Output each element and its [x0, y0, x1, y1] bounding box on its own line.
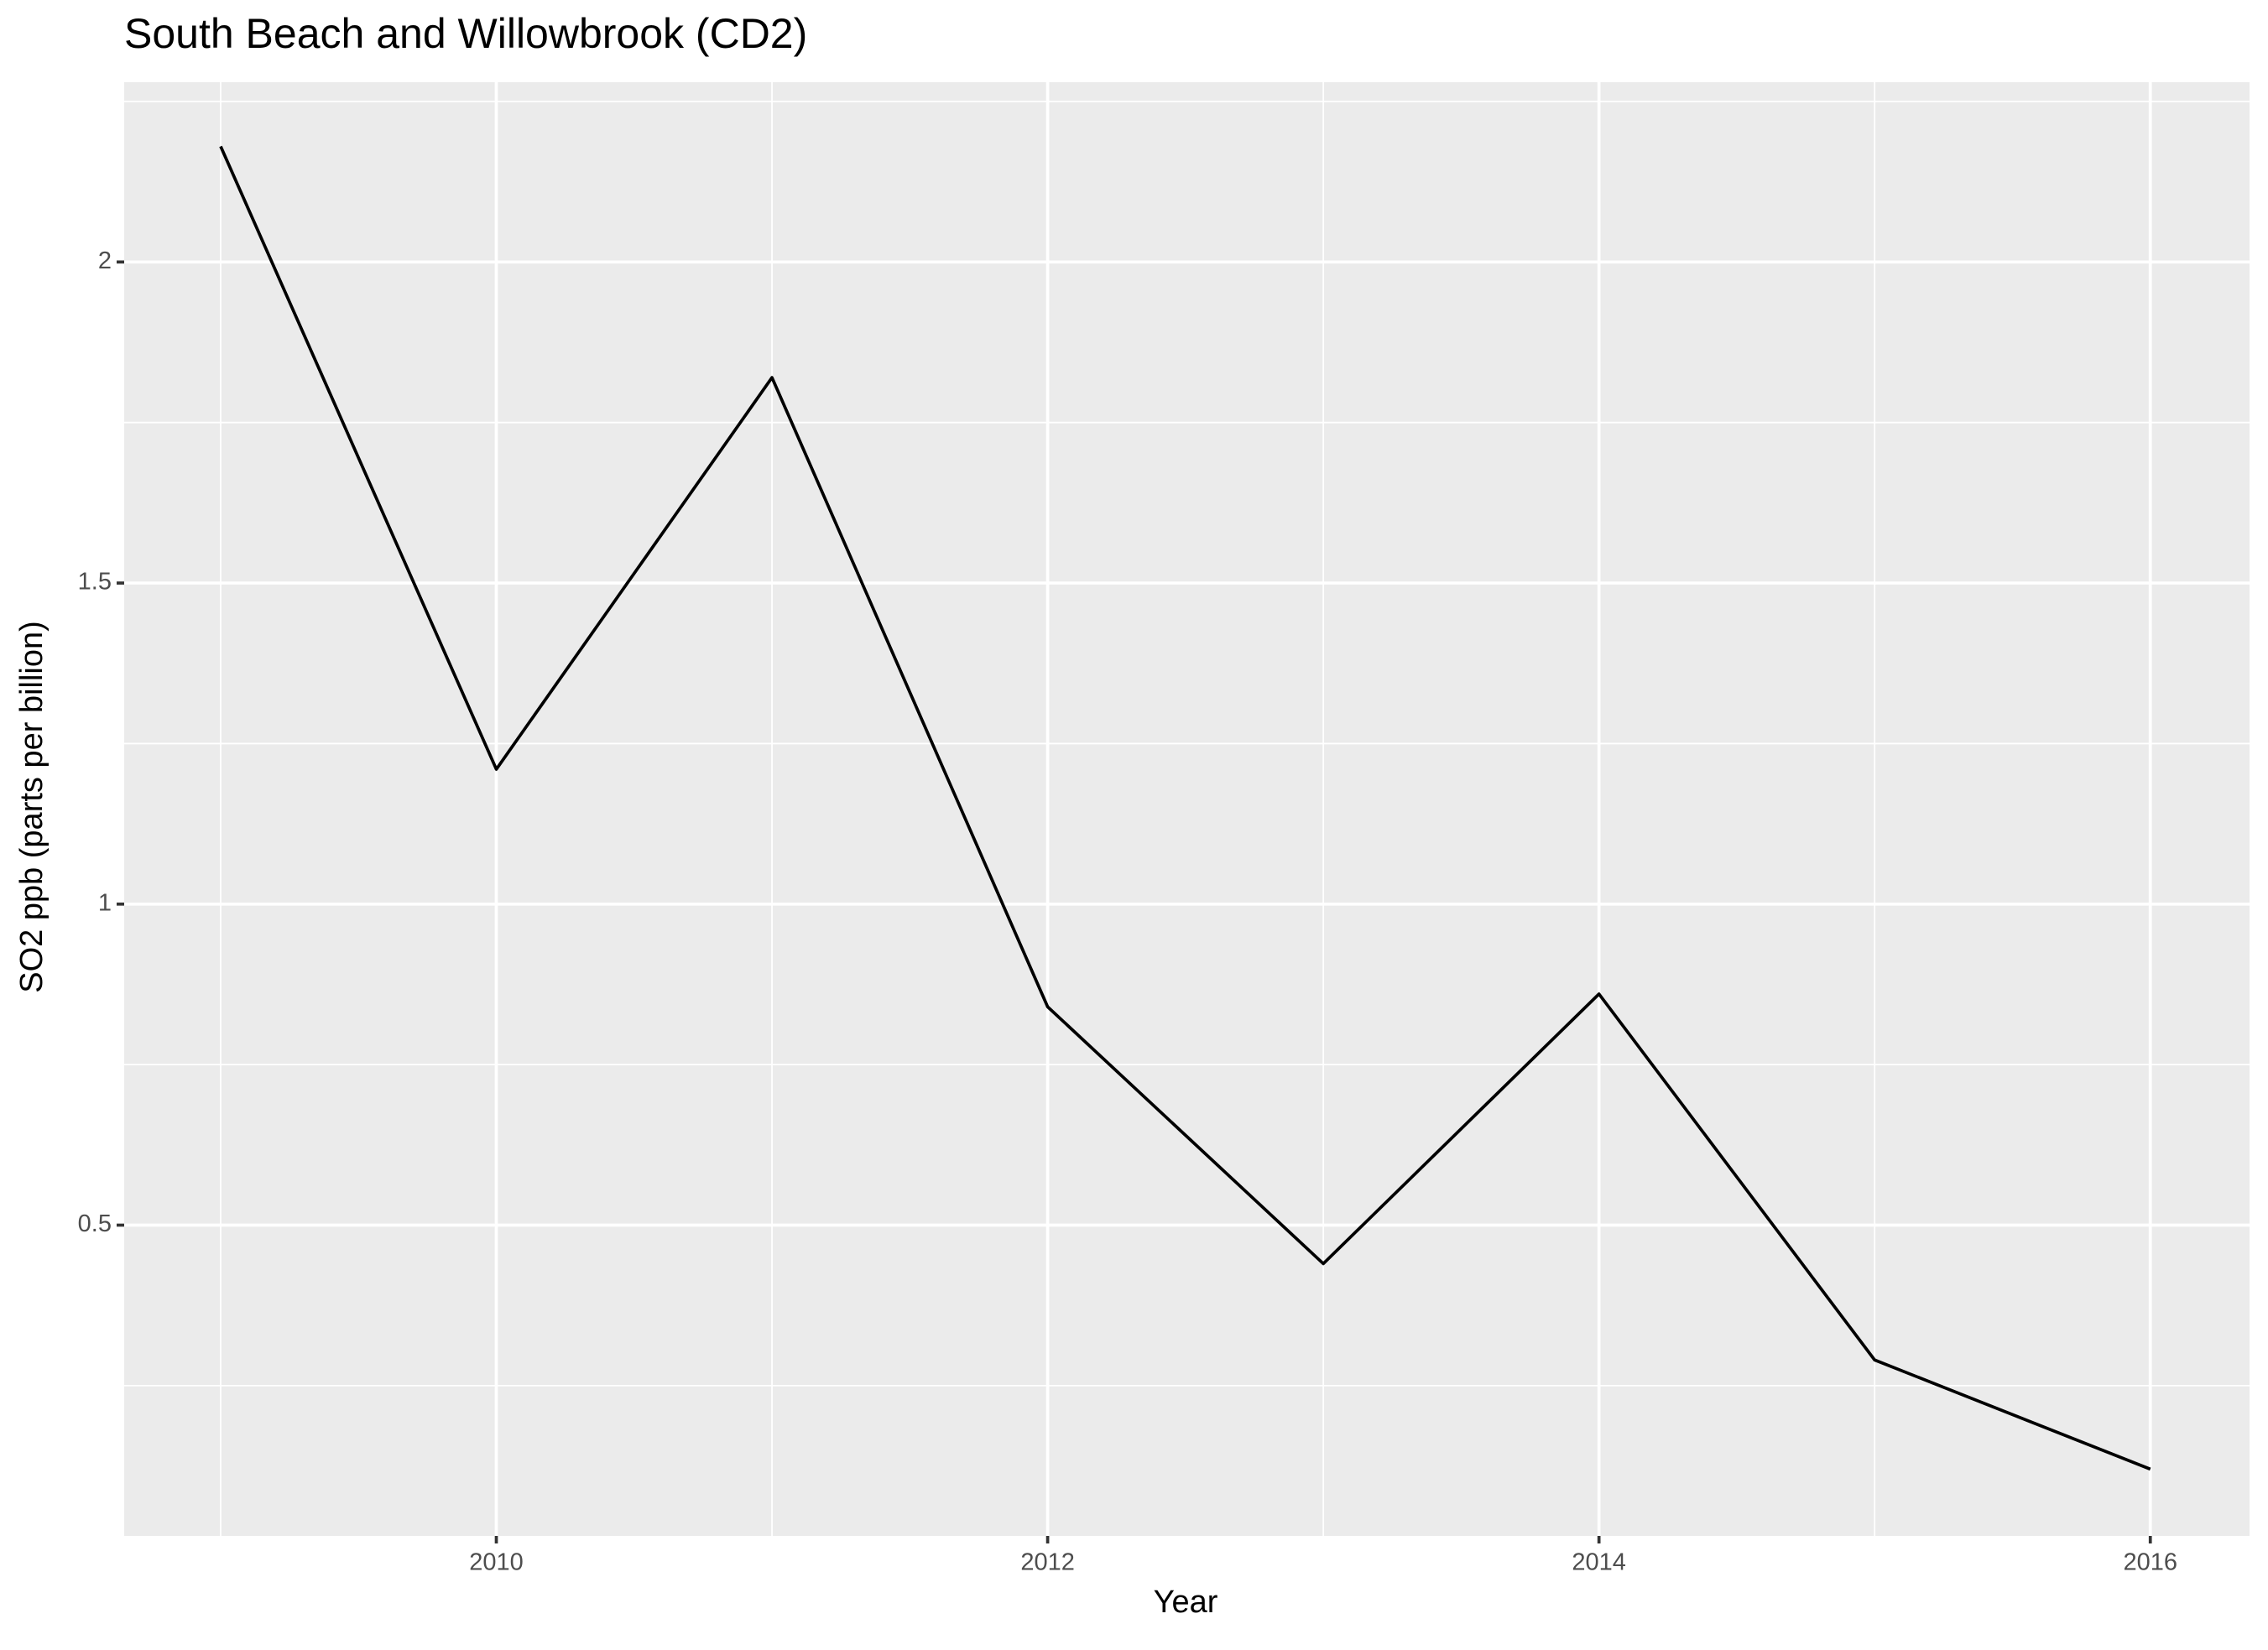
plot-panel [124, 82, 2250, 1536]
y-tick-label: 0.5 [78, 1210, 112, 1237]
y-tick-label: 1 [98, 889, 112, 916]
chart-title: South Beach and Willowbrook (CD2) [124, 10, 807, 57]
x-tick-label: 2014 [1572, 1549, 1626, 1576]
x-tick-label: 2012 [1020, 1549, 1075, 1576]
x-axis-title: Year [1154, 1585, 1218, 1620]
x-tick-label: 2010 [469, 1549, 524, 1576]
y-tick-label: 1.5 [78, 569, 112, 596]
data-line [219, 145, 2151, 1471]
y-axis-title: SO2 ppb (parts per billion) [14, 621, 50, 993]
x-tick-label: 2016 [2123, 1549, 2177, 1576]
y-tick-label: 2 [98, 247, 112, 274]
